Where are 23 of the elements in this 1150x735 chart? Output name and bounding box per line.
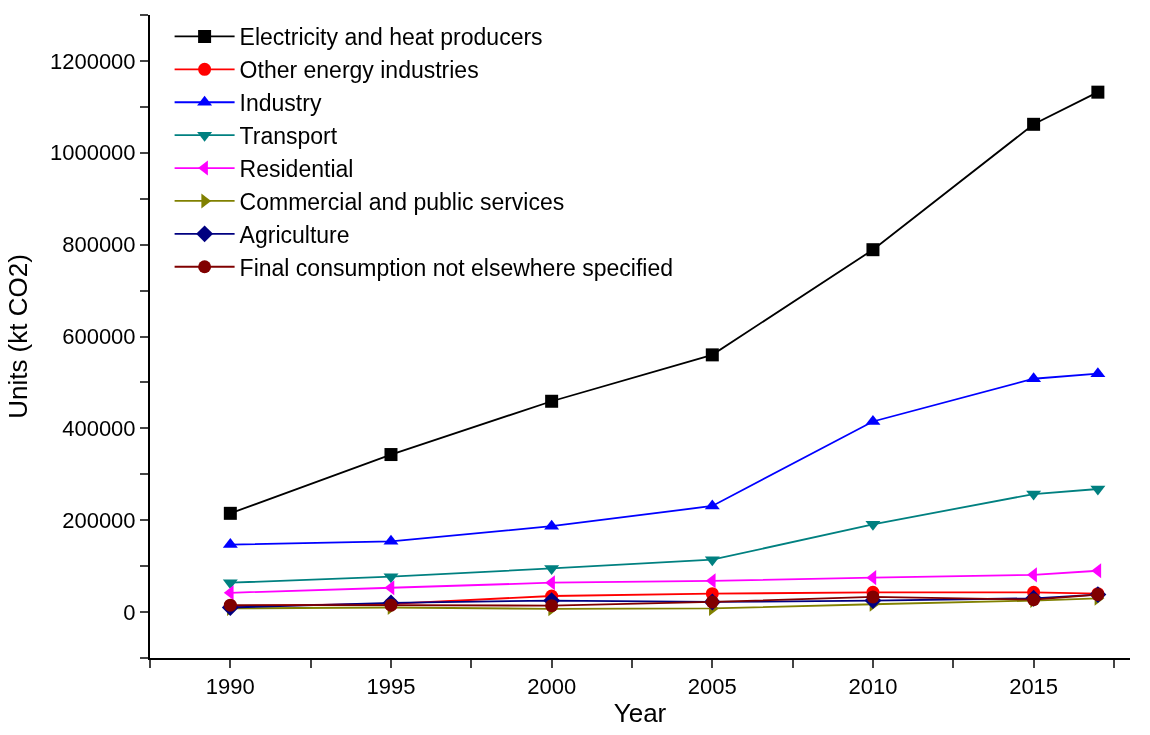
legend-label: Transport (239, 123, 338, 150)
y-tick-label: 200000 (62, 507, 136, 533)
y-axis-title: Units (kt CO2) (2, 254, 33, 419)
y-tick-label: 600000 (62, 324, 136, 350)
legend-label: Commercial and public services (239, 188, 565, 215)
x-tick-label: 1995 (366, 674, 416, 700)
legend-label: Electricity and heat producers (239, 24, 543, 51)
x-tick-label: 2000 (527, 674, 577, 700)
legend-label: Other energy industries (239, 57, 479, 84)
legend-label: Residential (239, 156, 354, 183)
legend-label: Final consumption not elsewhere specified (239, 254, 674, 281)
legend-label: Industry (239, 90, 322, 117)
x-tick-label: 2005 (687, 674, 737, 700)
x-tick-label: 2010 (848, 674, 898, 700)
y-tick-label: 1000000 (49, 140, 136, 166)
x-tick-label: 1990 (205, 674, 255, 700)
x-axis-title: Year (613, 697, 667, 728)
y-tick-label: 800000 (62, 232, 136, 258)
legend-label: Agriculture (239, 221, 350, 248)
x-tick-label: 2015 (1009, 674, 1059, 700)
y-tick-label: 400000 (62, 416, 136, 442)
y-tick-label: 0 (123, 599, 136, 625)
y-tick-label: 1200000 (49, 48, 136, 74)
